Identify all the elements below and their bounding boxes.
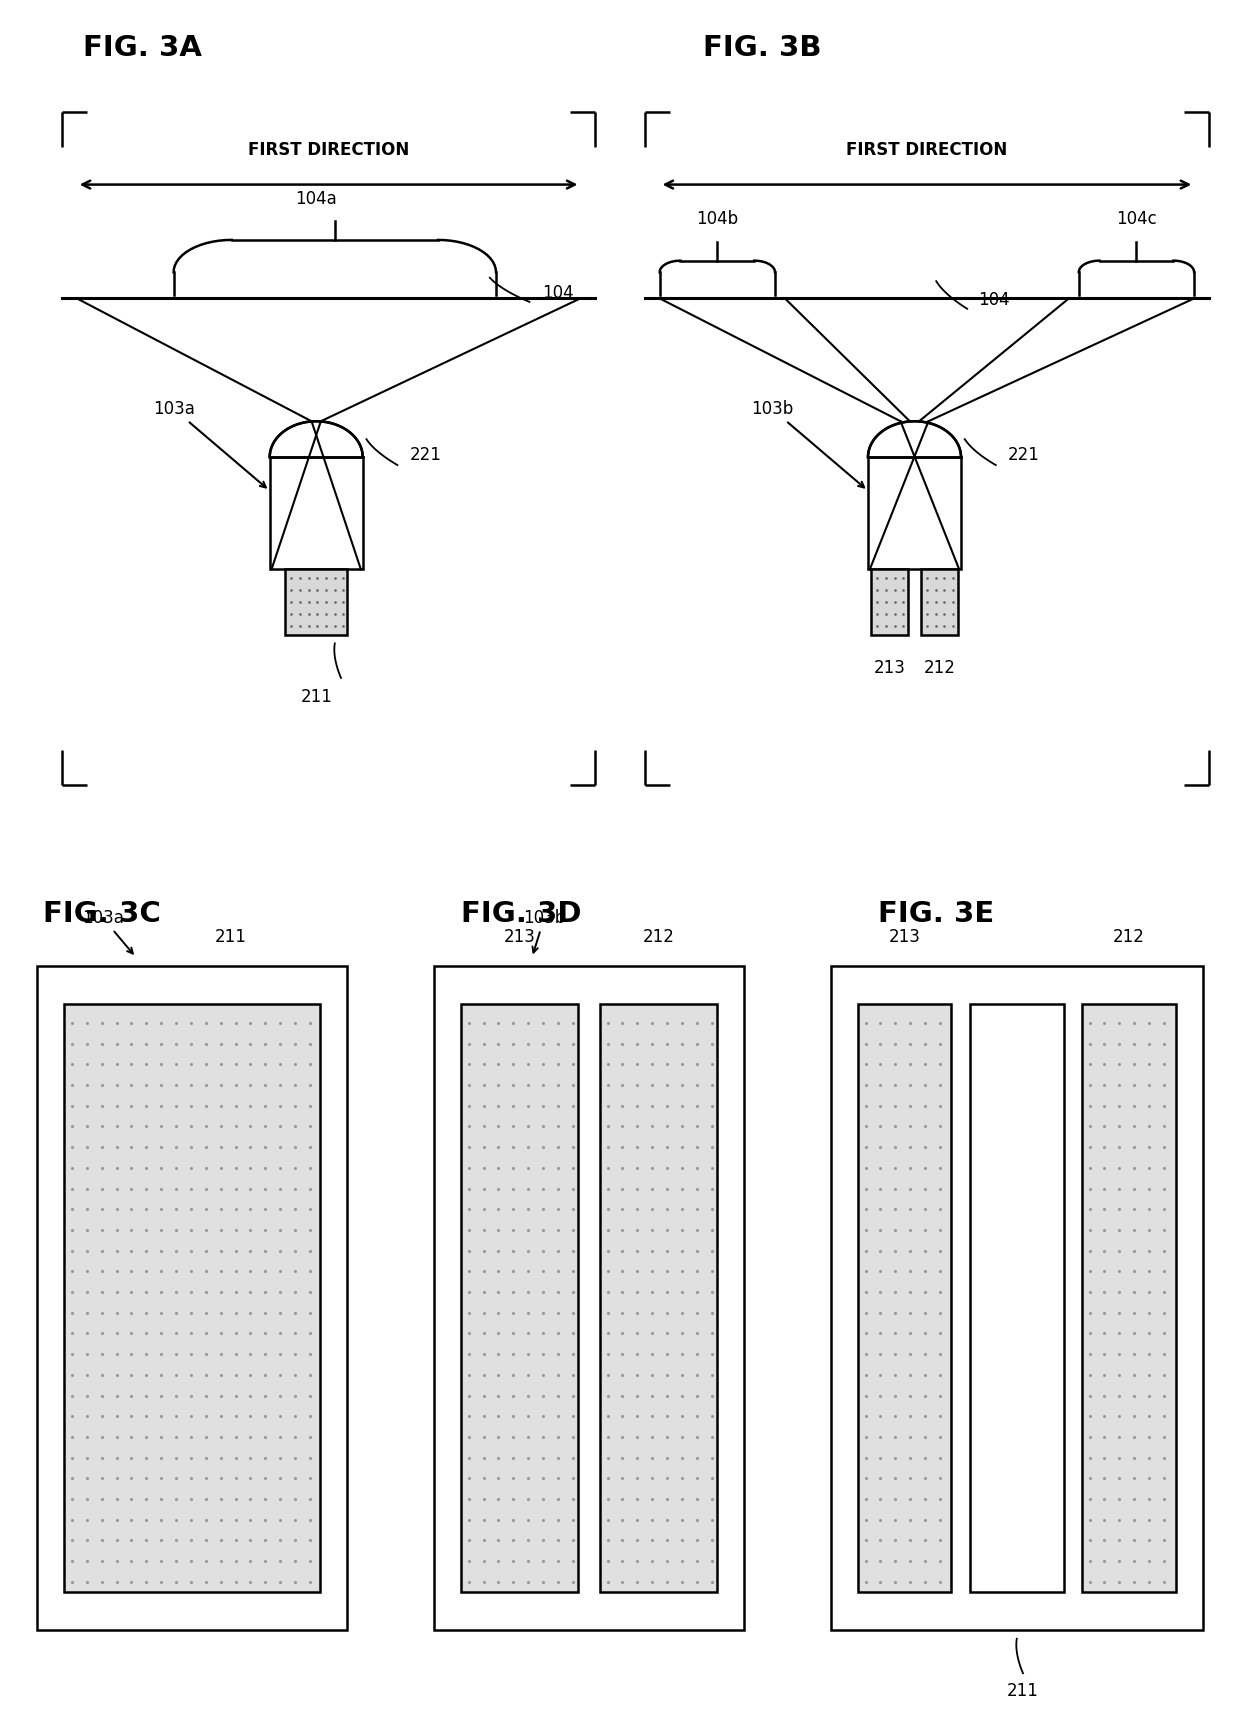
Bar: [37, 966, 347, 1630]
Bar: [868, 457, 961, 569]
Text: 221: 221: [1008, 445, 1040, 464]
Text: 104b: 104b: [697, 210, 738, 228]
Text: 213: 213: [503, 928, 536, 945]
Bar: [970, 1004, 1064, 1592]
Bar: [64, 1004, 320, 1592]
Text: 104a: 104a: [295, 190, 337, 207]
Text: 211: 211: [215, 928, 247, 945]
Bar: [270, 457, 362, 569]
Text: 103b: 103b: [750, 400, 864, 488]
Text: FIG. 3E: FIG. 3E: [878, 900, 994, 928]
Text: FIRST DIRECTION: FIRST DIRECTION: [846, 141, 1008, 159]
Text: 211: 211: [300, 688, 332, 706]
Bar: [461, 1004, 578, 1592]
Bar: [870, 569, 908, 635]
Text: FIG. 3D: FIG. 3D: [460, 900, 582, 928]
Bar: [285, 569, 347, 635]
Bar: [920, 569, 959, 635]
Text: 212: 212: [642, 928, 675, 945]
Text: 213: 213: [889, 928, 921, 945]
Text: 103a: 103a: [82, 909, 133, 954]
Text: 103a: 103a: [153, 400, 265, 488]
Text: 212: 212: [1112, 928, 1145, 945]
Bar: [831, 966, 1203, 1630]
Text: 104: 104: [978, 292, 1011, 309]
Text: FIRST DIRECTION: FIRST DIRECTION: [248, 141, 409, 159]
Text: FIG. 3B: FIG. 3B: [703, 34, 822, 62]
Text: 104: 104: [542, 285, 574, 302]
Bar: [434, 966, 744, 1630]
Text: 103b: 103b: [523, 909, 565, 952]
Text: FIG. 3C: FIG. 3C: [43, 900, 160, 928]
Text: FIG. 3A: FIG. 3A: [83, 34, 202, 62]
Text: 212: 212: [924, 659, 955, 676]
Bar: [858, 1004, 951, 1592]
Bar: [600, 1004, 717, 1592]
Text: 211: 211: [1007, 1682, 1039, 1699]
Bar: [1083, 1004, 1176, 1592]
Text: 213: 213: [874, 659, 905, 676]
Text: 104c: 104c: [1116, 210, 1157, 228]
Text: 221: 221: [409, 445, 441, 464]
